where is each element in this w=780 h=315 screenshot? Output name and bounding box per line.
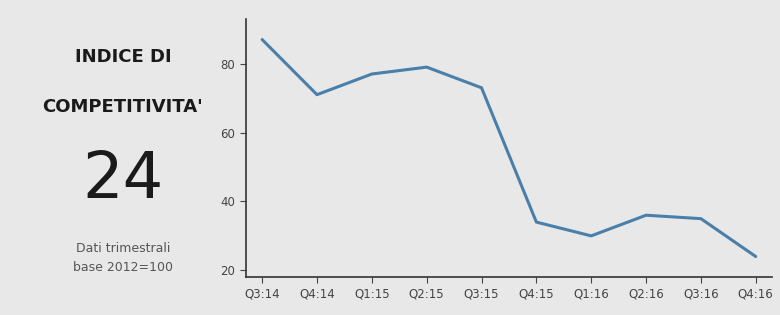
Text: Dati trimestrali
base 2012=100: Dati trimestrali base 2012=100 [73, 242, 173, 274]
Text: COMPETITIVITA': COMPETITIVITA' [42, 98, 204, 116]
Text: INDICE DI: INDICE DI [75, 48, 171, 66]
Text: 24: 24 [82, 149, 164, 210]
